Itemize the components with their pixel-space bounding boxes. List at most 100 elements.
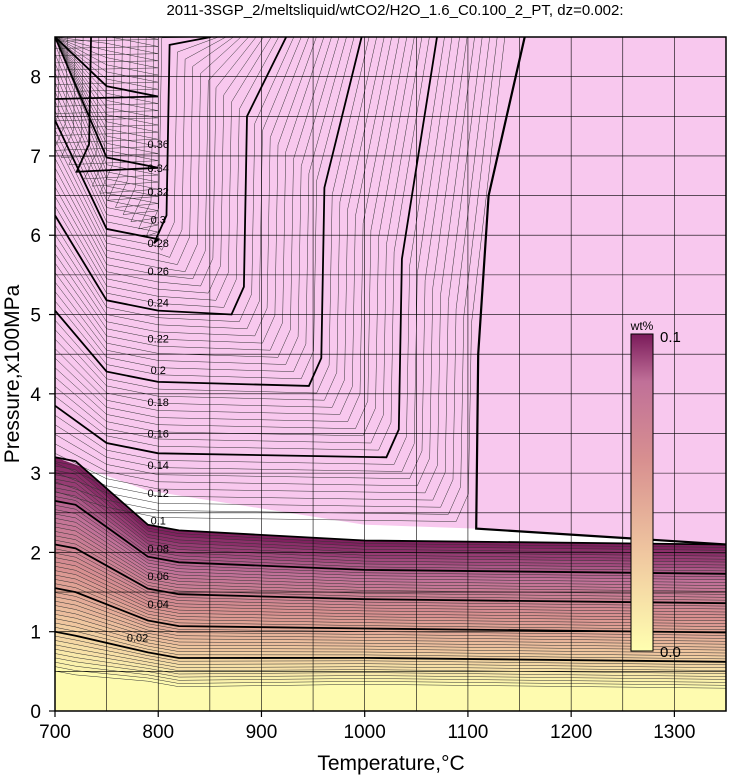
minor-contour <box>55 37 56 38</box>
minor-contour <box>55 37 56 38</box>
colorbar: wt% 0.1 0.0 <box>630 319 681 661</box>
minor-contour <box>55 618 726 654</box>
minor-contour <box>55 37 56 38</box>
minor-contour <box>55 583 726 630</box>
minor-contour <box>55 535 726 598</box>
minor-contour <box>55 483 726 563</box>
contour-label: 0.16 <box>148 428 169 440</box>
x-tick-label: 1000 <box>344 722 386 743</box>
minor-contour <box>55 539 726 601</box>
minor-contour <box>55 37 56 38</box>
contour-label: 0.28 <box>148 238 169 250</box>
minor-contour <box>55 557 726 613</box>
minor-contour <box>55 579 726 627</box>
minor-contour <box>55 37 56 38</box>
minor-contour <box>55 461 726 548</box>
y-tick-label: 0 <box>30 702 41 723</box>
major-contour <box>55 37 56 38</box>
minor-contour <box>55 37 56 38</box>
y-tick-label: 5 <box>30 306 41 327</box>
minor-contour <box>55 37 56 38</box>
major-contour <box>55 543 726 605</box>
y-tick-label: 3 <box>30 464 41 485</box>
x-tick-label: 700 <box>39 722 71 743</box>
minor-contour <box>55 661 726 683</box>
minor-contour <box>55 566 726 619</box>
grid <box>55 37 726 711</box>
minor-contour <box>55 37 56 38</box>
chart-title: 2011-3SGP_2/meltsliquid/wtCO2/H2O_1.6_C0… <box>166 2 623 19</box>
y-tick-label: 2 <box>30 543 41 564</box>
contour-label: 0.36 <box>148 139 169 151</box>
minor-contour <box>55 648 726 674</box>
contour-label: 0.3 <box>151 214 166 226</box>
minor-contour <box>55 37 56 38</box>
minor-contour <box>55 518 726 586</box>
minor-contour <box>55 627 726 660</box>
contour-label: 0.34 <box>148 163 169 175</box>
minor-contour <box>55 37 56 38</box>
minor-contour <box>55 666 726 686</box>
plot-frame <box>54 36 727 712</box>
colorbar-unit: wt% <box>630 319 654 333</box>
minor-contour <box>55 37 56 38</box>
minor-contour <box>55 37 56 38</box>
contour-label: 0.24 <box>148 298 169 310</box>
minor-contour <box>55 37 56 38</box>
major-contour <box>55 587 726 634</box>
minor-contour <box>55 37 56 38</box>
y-axis-title: Pressure,x100MPa <box>1 284 24 463</box>
minor-contour <box>55 552 726 610</box>
minor-contour <box>55 37 56 38</box>
minor-contour <box>55 465 726 551</box>
minor-contour <box>55 37 56 38</box>
minor-contour <box>55 474 726 557</box>
contour-label: 0.04 <box>148 599 169 611</box>
minor-contour <box>55 37 56 38</box>
y-axis: 0 1 2 3 4 5 6 7 8 <box>30 68 55 723</box>
major-contour <box>55 37 56 38</box>
minor-contour <box>55 600 726 642</box>
colorbar-min-label: 0.0 <box>660 644 681 661</box>
minor-contour <box>55 37 56 38</box>
minor-contour <box>55 37 56 38</box>
minor-contour <box>55 470 726 554</box>
contour-label: 0.22 <box>148 333 169 345</box>
x-axis-title: Temperature,°C <box>317 752 464 775</box>
minor-contour <box>55 37 56 38</box>
minor-contour <box>55 37 56 38</box>
y-tick-label: 6 <box>30 226 41 247</box>
contour-label: 0.2 <box>151 365 166 377</box>
minor-contour <box>55 37 56 38</box>
minor-contour <box>55 596 726 639</box>
contour-label: 0.14 <box>148 460 169 472</box>
x-tick-label: 900 <box>246 722 278 743</box>
minor-contour <box>55 37 56 38</box>
minor-contour <box>55 37 56 38</box>
minor-contour <box>55 574 726 624</box>
contour-labels: 0.02 0.04 0.06 0.08 0.1 0.12 0.14 0.16 0.18 0.2 0.… <box>127 139 169 644</box>
minor-contour <box>55 37 56 38</box>
minor-contour <box>55 635 726 666</box>
minor-contour <box>55 504 726 578</box>
x-axis: 700 800 900 1000 1100 1200 1300 <box>39 711 696 743</box>
minor-contour <box>55 487 726 566</box>
minor-contour <box>55 37 56 38</box>
contour-label: 0.06 <box>148 571 169 583</box>
minor-contour <box>55 37 56 38</box>
colorbar-max-label: 0.1 <box>660 329 681 346</box>
minor-contour <box>55 37 56 38</box>
y-tick-label: 4 <box>30 385 41 406</box>
x-tick-label: 1300 <box>653 722 695 743</box>
y-tick-label: 7 <box>30 147 41 168</box>
minor-contour <box>55 37 56 38</box>
minor-contour <box>55 37 56 38</box>
minor-contour <box>55 561 726 616</box>
minor-contour <box>55 37 56 38</box>
minor-contour <box>55 37 56 38</box>
y-tick-label: 8 <box>30 68 41 89</box>
minor-contour <box>55 644 726 671</box>
minor-contour <box>55 605 726 645</box>
minor-contour <box>55 37 56 38</box>
minor-contour <box>55 640 726 668</box>
